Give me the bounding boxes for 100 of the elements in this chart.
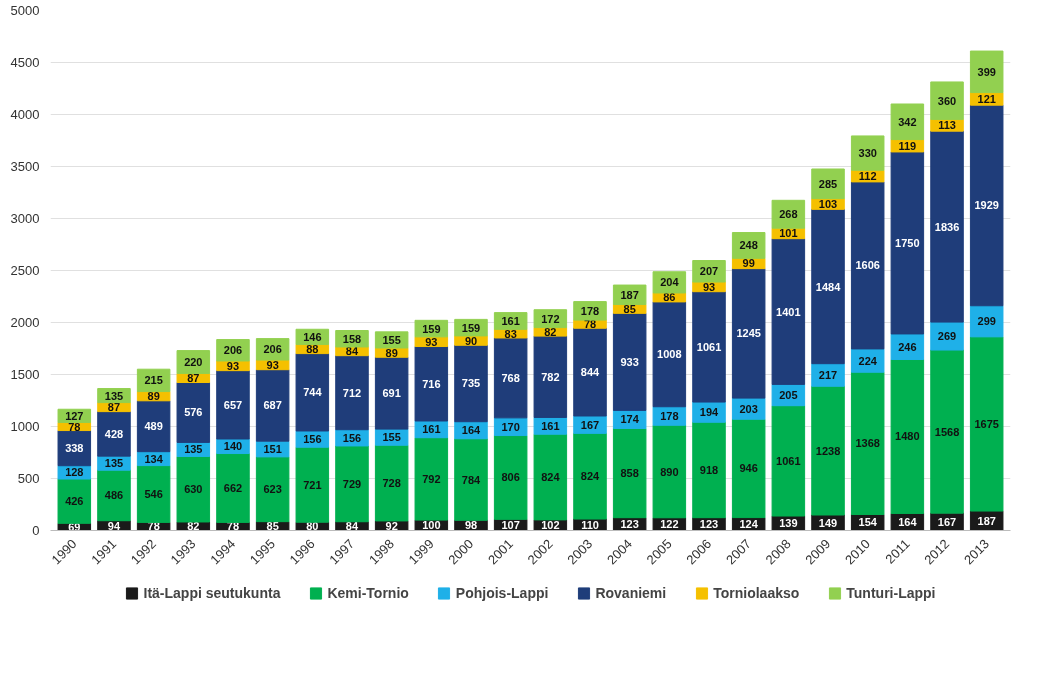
data-label: 124 xyxy=(739,518,759,531)
bar xyxy=(335,355,369,431)
data-label: 204 xyxy=(660,276,680,289)
data-label: 164 xyxy=(461,424,482,437)
data-label: 224 xyxy=(858,354,878,367)
data-label: 890 xyxy=(660,465,679,478)
data-label: 167 xyxy=(580,418,600,431)
y-tick-label: 500 xyxy=(17,471,40,486)
data-label: 123 xyxy=(699,518,719,531)
data-label: 149 xyxy=(818,516,838,529)
bar xyxy=(493,435,528,520)
data-label: 217 xyxy=(818,368,838,381)
data-label: 728 xyxy=(382,477,401,490)
data-label: 1368 xyxy=(855,437,880,450)
data-label: 93 xyxy=(266,358,279,371)
data-label: 159 xyxy=(422,322,441,335)
data-label: 918 xyxy=(699,463,719,476)
data-label: 576 xyxy=(184,406,203,419)
data-label: 662 xyxy=(223,481,243,494)
legend-label: Rovaniemi xyxy=(595,585,667,601)
data-label: 92 xyxy=(385,519,398,532)
y-tick-label: 2000 xyxy=(10,315,40,330)
y-tick-label: 5000 xyxy=(10,3,40,18)
data-label: 712 xyxy=(342,386,362,399)
data-label: 1484 xyxy=(815,280,842,293)
bar xyxy=(930,81,964,120)
bar xyxy=(811,208,845,365)
bar xyxy=(969,50,1004,94)
data-label: 1929 xyxy=(974,199,999,212)
data-label: 121 xyxy=(977,92,996,105)
data-label: 85 xyxy=(623,302,636,315)
bar xyxy=(731,268,766,399)
bar xyxy=(771,405,806,517)
data-label: 161 xyxy=(422,423,441,436)
data-label: 86 xyxy=(663,291,676,304)
data-label: 102 xyxy=(541,519,560,532)
bar xyxy=(295,446,330,523)
bar xyxy=(374,356,409,430)
data-label: 103 xyxy=(818,197,838,210)
data-label: 946 xyxy=(739,462,758,475)
data-label: 78 xyxy=(68,420,81,433)
data-label: 98 xyxy=(464,519,478,532)
data-label: 159 xyxy=(461,321,481,334)
data-label: 87 xyxy=(107,401,121,414)
data-label: 691 xyxy=(382,387,401,400)
bar xyxy=(335,445,369,523)
data-label: 824 xyxy=(541,471,561,484)
data-label: 735 xyxy=(461,377,481,390)
bar xyxy=(374,444,409,522)
data-label: 113 xyxy=(938,119,956,132)
bar xyxy=(57,478,92,524)
data-label: 93 xyxy=(226,359,240,372)
bar xyxy=(969,104,1004,307)
data-label: 128 xyxy=(65,466,84,479)
data-label: 155 xyxy=(382,333,401,346)
data-label: 716 xyxy=(422,377,441,390)
data-label: 187 xyxy=(977,514,996,527)
bar xyxy=(176,382,211,443)
bar xyxy=(731,418,766,519)
data-label: 82 xyxy=(187,520,200,533)
data-label: 269 xyxy=(937,330,957,343)
data-label: 164 xyxy=(898,515,918,528)
bar xyxy=(692,421,726,519)
data-label: 630 xyxy=(184,483,203,496)
data-label: 112 xyxy=(858,170,877,183)
data-label: 85 xyxy=(266,520,279,533)
data-label: 721 xyxy=(303,478,322,491)
y-tick-label: 1500 xyxy=(10,367,40,382)
y-tick-label: 3000 xyxy=(10,211,40,226)
data-label: 1568 xyxy=(934,425,960,438)
data-label: 107 xyxy=(501,518,520,531)
data-label: 207 xyxy=(699,265,719,278)
data-label: 172 xyxy=(541,312,560,325)
data-label: 687 xyxy=(263,399,282,412)
data-label: 1061 xyxy=(776,454,801,467)
bar xyxy=(612,427,647,519)
data-label: 399 xyxy=(977,65,996,78)
data-label: 426 xyxy=(65,495,84,508)
data-label: 792 xyxy=(422,472,441,485)
data-label: 729 xyxy=(342,477,362,490)
data-label: 93 xyxy=(425,335,438,348)
y-tick-label: 0 xyxy=(32,523,40,538)
data-label: 220 xyxy=(184,356,203,369)
data-label: 768 xyxy=(501,371,520,384)
data-label: 99 xyxy=(742,257,755,270)
data-label: 933 xyxy=(620,355,639,368)
data-label: 156 xyxy=(303,433,322,446)
legend-label: Torniolaakso xyxy=(713,585,800,601)
data-label: 1480 xyxy=(895,430,920,443)
data-label: 135 xyxy=(184,443,203,456)
data-label: 178 xyxy=(580,304,600,317)
bar xyxy=(454,344,488,423)
data-label: 78 xyxy=(147,520,160,533)
data-label: 782 xyxy=(541,370,560,383)
data-label: 1061 xyxy=(696,340,722,353)
data-label: 123 xyxy=(620,518,639,531)
bar xyxy=(969,336,1004,512)
data-label: 101 xyxy=(779,227,798,240)
legend-label: Kemi-Tornio xyxy=(327,585,409,601)
data-label: 330 xyxy=(858,147,877,160)
